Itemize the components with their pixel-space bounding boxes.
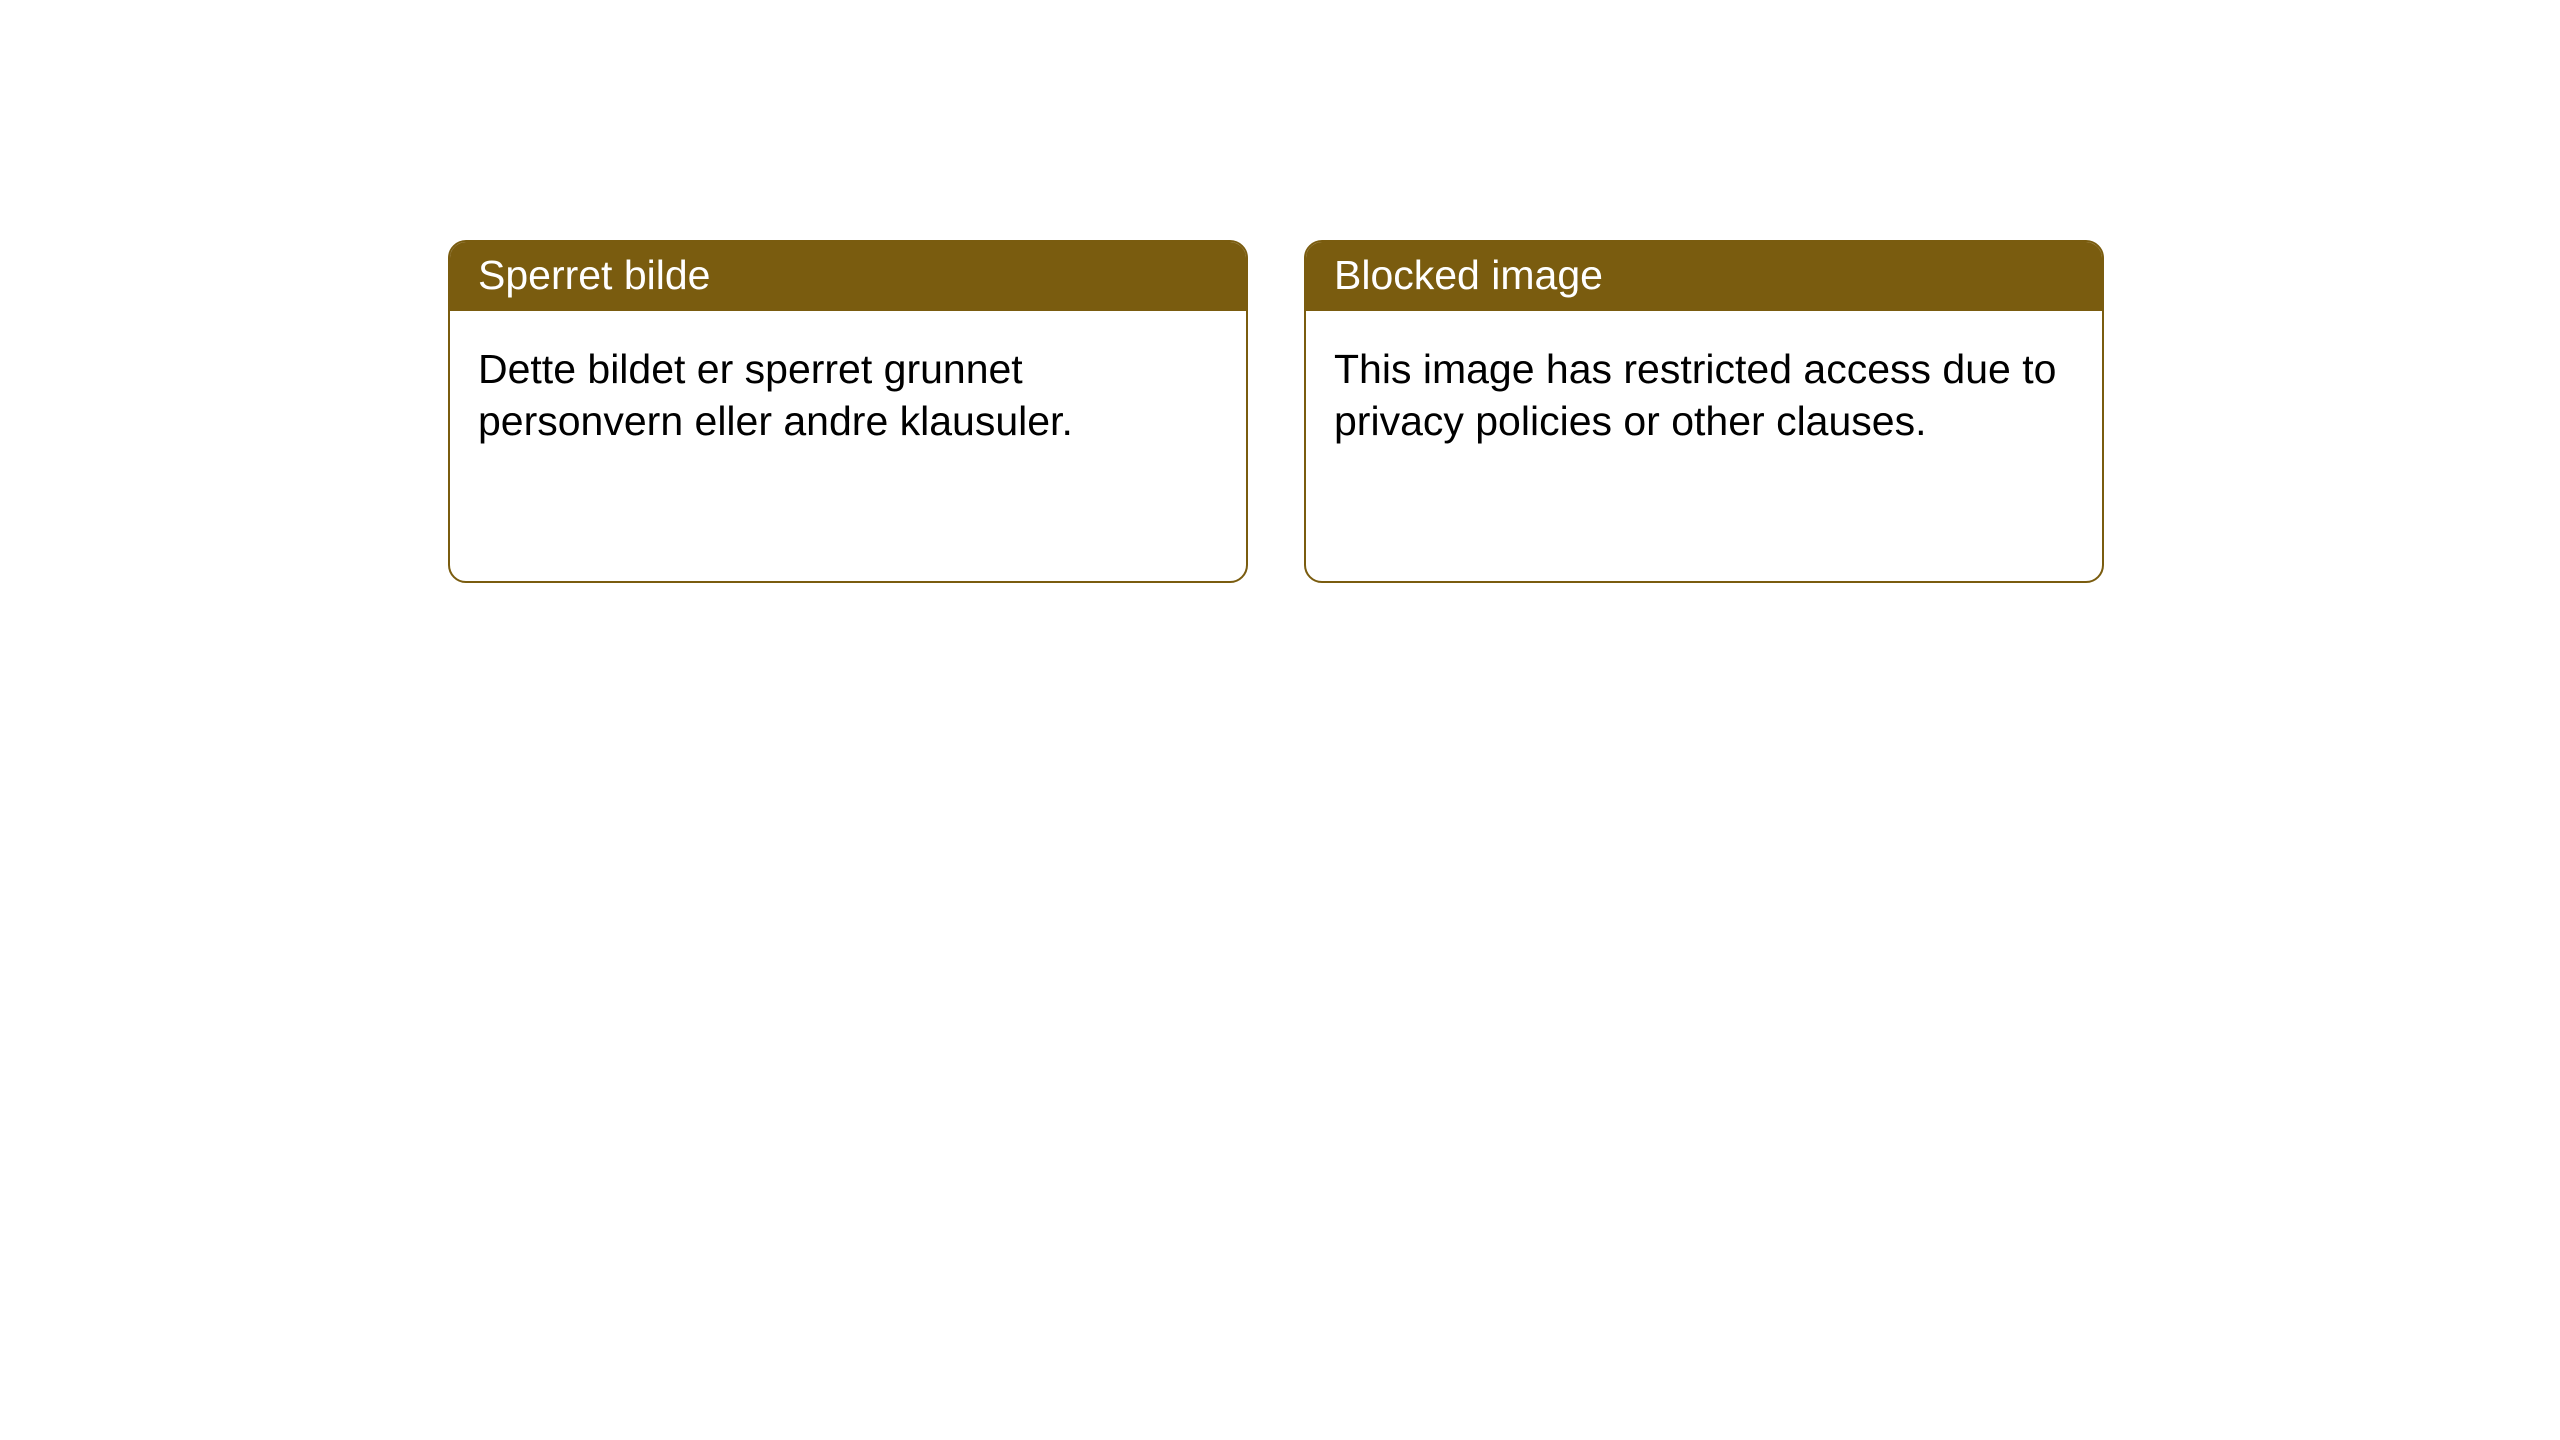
notice-body-norwegian: Dette bildet er sperret grunnet personve… [450,311,1246,581]
notice-header-english: Blocked image [1306,242,2102,311]
notice-header-norwegian: Sperret bilde [450,242,1246,311]
notice-container: Sperret bilde Dette bildet er sperret gr… [448,240,2104,583]
notice-card-norwegian: Sperret bilde Dette bildet er sperret gr… [448,240,1248,583]
notice-card-english: Blocked image This image has restricted … [1304,240,2104,583]
notice-body-english: This image has restricted access due to … [1306,311,2102,581]
